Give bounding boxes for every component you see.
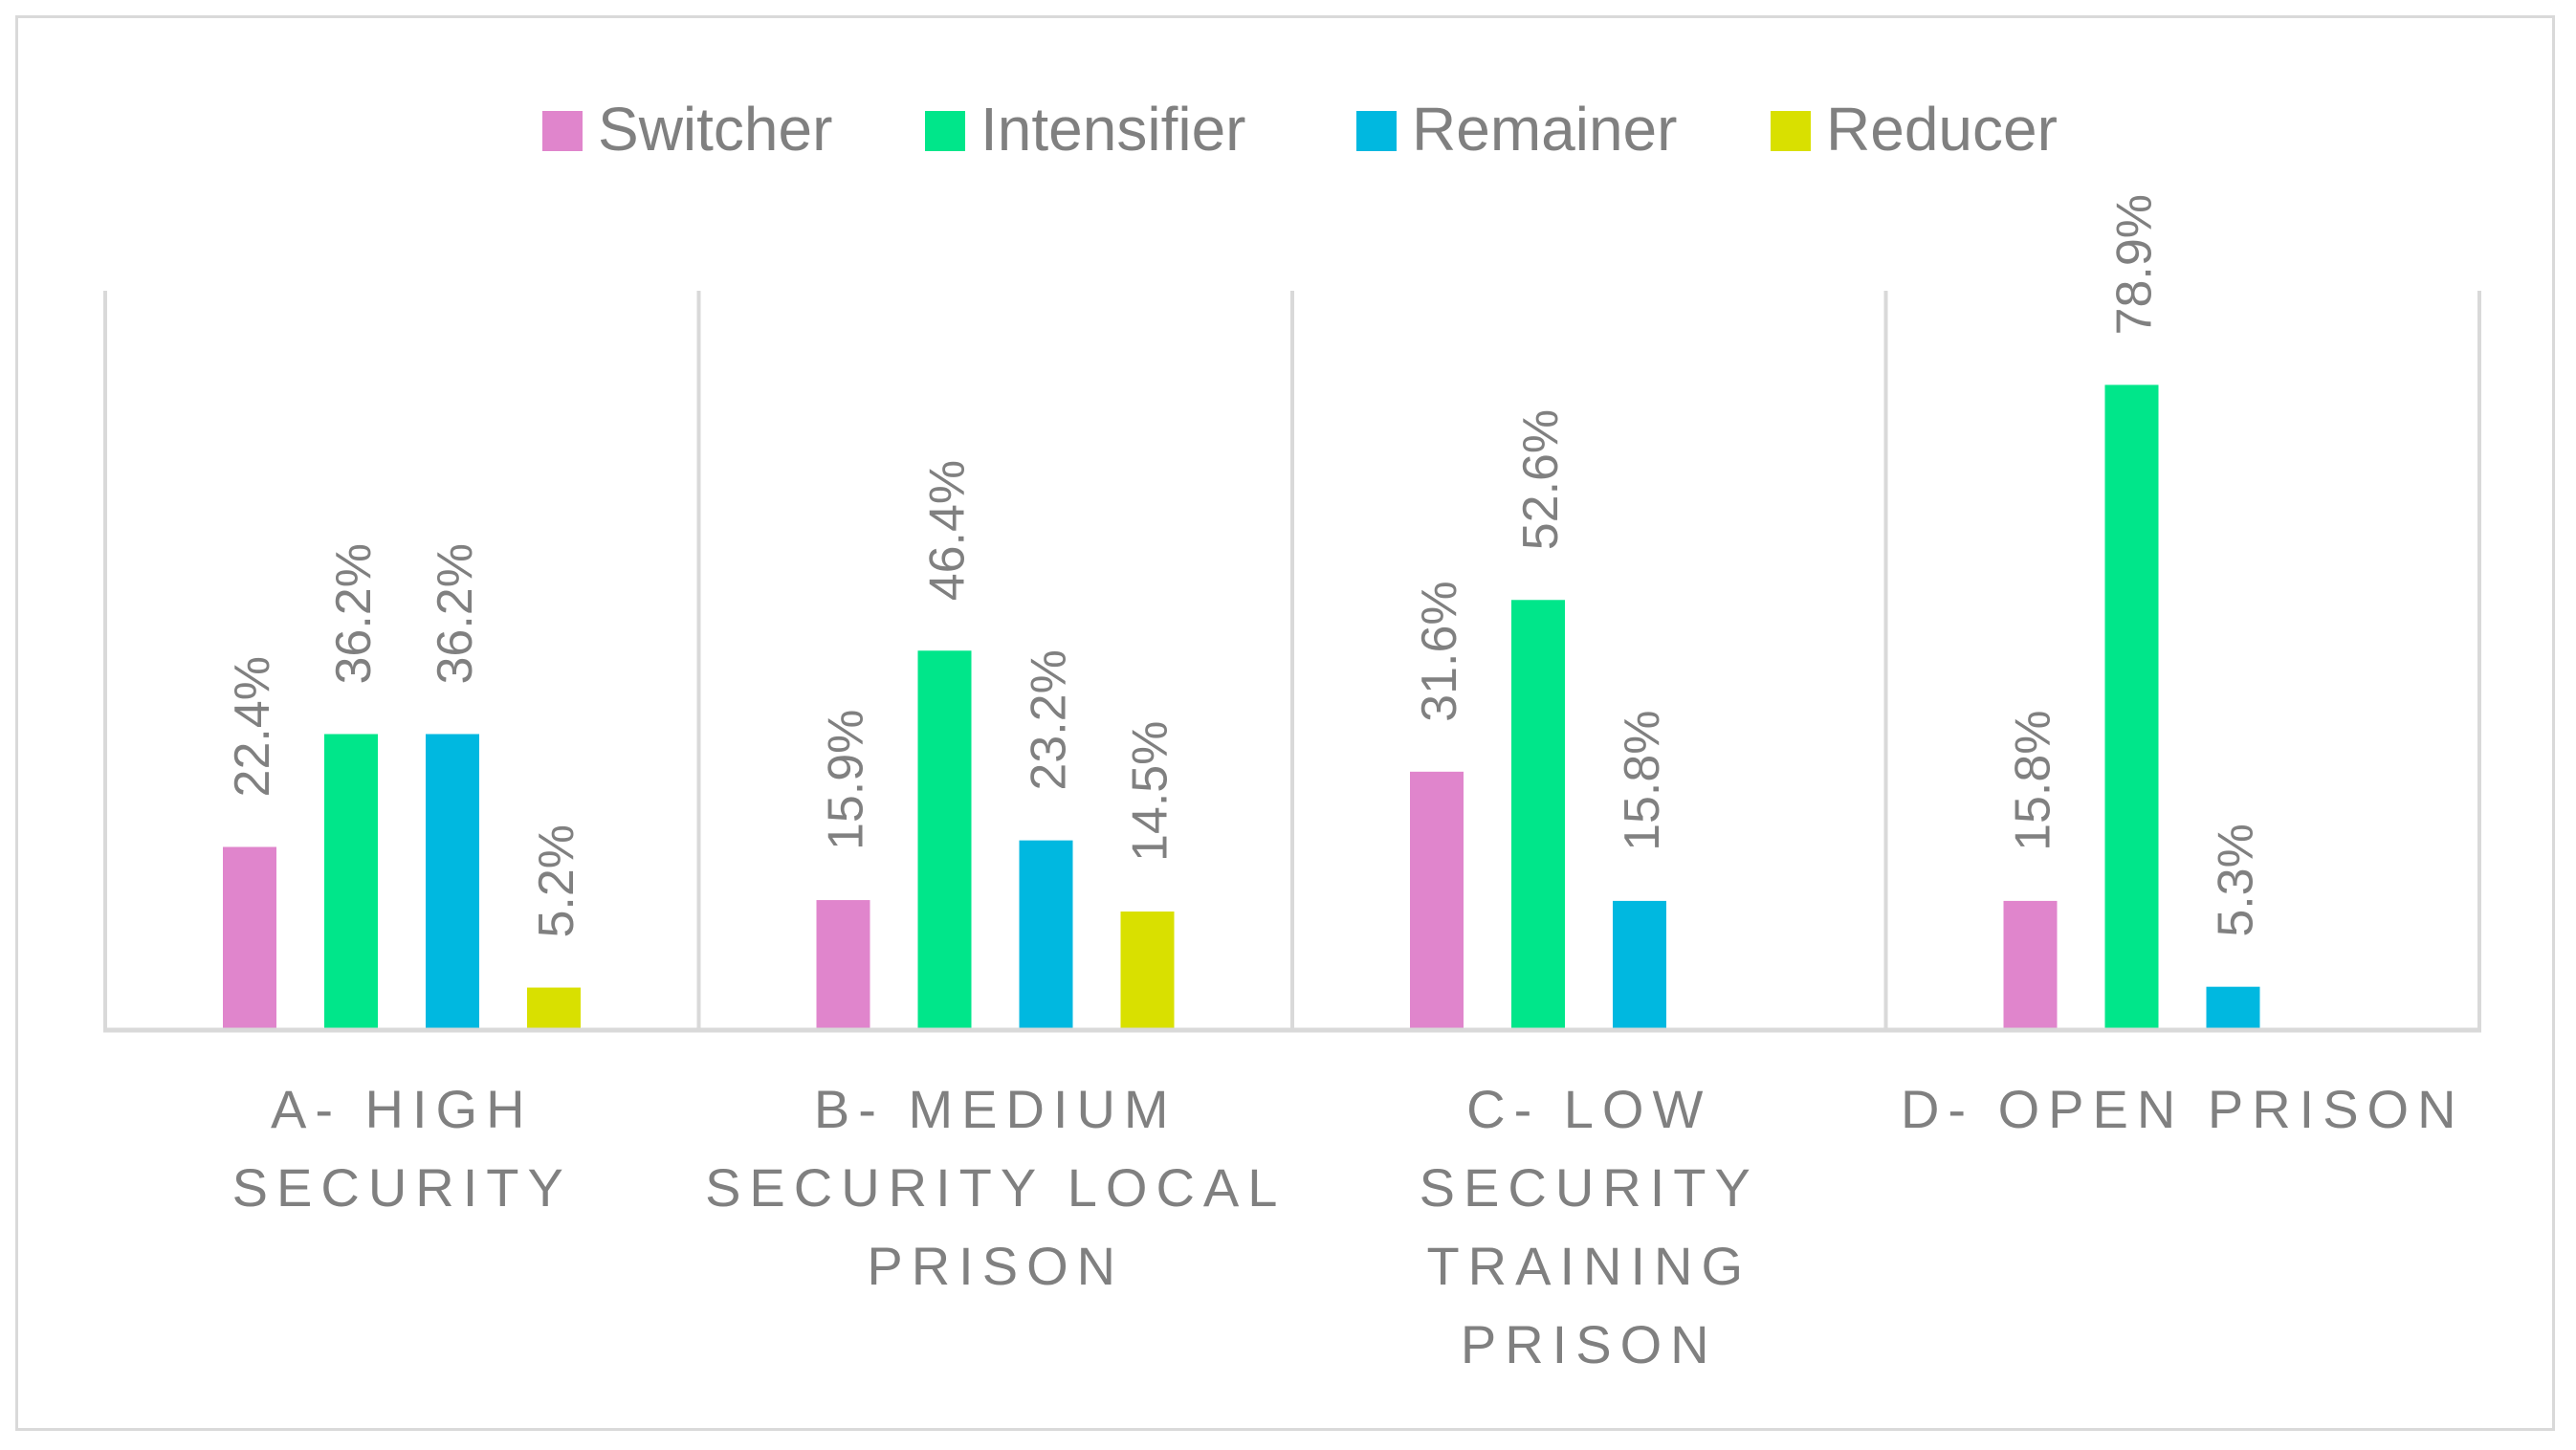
bar-remainer	[1019, 840, 1073, 1030]
data-label-remainer: 5.3%	[2209, 824, 2264, 937]
legend: Switcher Intensifier Remainer Reducer	[542, 95, 2058, 164]
bar-intensifier	[917, 650, 972, 1030]
data-label-intensifier: 36.2%	[326, 543, 382, 684]
legend-swatch-remainer	[1356, 111, 1397, 151]
bar-intensifier	[2104, 384, 2159, 1030]
data-label-remainer: 15.8%	[1615, 710, 1670, 850]
bar-remainer	[1613, 900, 1666, 1030]
legend-label-reducer: Reducer	[1826, 95, 2058, 164]
bar-reducer	[527, 987, 581, 1030]
category-label: C- LOW	[1466, 1079, 1711, 1139]
data-label-intensifier: 52.6%	[1513, 409, 1569, 550]
bar-reducer	[1120, 912, 1175, 1030]
data-label-remainer: 36.2%	[428, 543, 483, 684]
data-label-switcher: 15.9%	[819, 710, 874, 850]
category-dividers	[103, 291, 2481, 1030]
bar-switcher	[223, 846, 276, 1030]
bar-remainer	[426, 734, 479, 1030]
category-label: SECURITY LOCAL	[705, 1157, 1286, 1218]
data-label-reducer: 5.2%	[529, 824, 584, 938]
data-label-switcher: 22.4%	[225, 656, 280, 797]
category-label: TRAINING	[1426, 1236, 1751, 1296]
category-label: SECURITY	[1420, 1157, 1759, 1218]
data-label-switcher: 31.6%	[1412, 581, 1467, 721]
category-labels: A- HIGH SECURITY B- MEDIUM SECURITY LOCAL PR…	[232, 1079, 2465, 1374]
data-label-intensifier: 46.4%	[920, 460, 976, 601]
data-label-reducer: 14.5%	[1123, 721, 1178, 862]
category-label: PRISON	[867, 1236, 1124, 1296]
bars	[223, 384, 2260, 1030]
data-label-remainer: 23.2%	[1022, 649, 1077, 790]
category-label: SECURITY	[232, 1157, 572, 1218]
legend-label-remainer: Remainer	[1412, 95, 1677, 164]
legend-label-switcher: Switcher	[598, 95, 832, 164]
bar-remainer	[2206, 986, 2260, 1030]
category-label: PRISON	[1461, 1314, 1718, 1374]
data-label-intensifier: 78.9%	[2107, 194, 2163, 335]
category-label: B- MEDIUM	[814, 1079, 1178, 1139]
bar-intensifier	[1511, 600, 1565, 1030]
bar-switcher	[2003, 900, 2058, 1030]
chart-frame: Switcher Intensifier Remainer Reducer 22.4%…	[15, 15, 2555, 1431]
bar-switcher	[816, 900, 870, 1030]
legend-swatch-reducer	[1771, 111, 1811, 151]
bar-switcher	[1410, 771, 1464, 1030]
bar-chart: Switcher Intensifier Remainer Reducer 22.4%…	[103, 95, 2481, 1374]
bar-intensifier	[324, 734, 378, 1030]
category-label: A- HIGH	[271, 1079, 534, 1139]
legend-swatch-switcher	[542, 111, 583, 151]
data-labels: 22.4% 15.9% 31.6% 15.8% 36.2% 46.4% 52.6% 78.9%…	[225, 194, 2264, 938]
legend-label-intensifier: Intensifier	[980, 95, 1245, 164]
category-label: D- OPEN PRISON	[1901, 1079, 2465, 1139]
legend-swatch-intensifier	[925, 111, 965, 151]
data-label-switcher: 15.8%	[2006, 710, 2061, 850]
